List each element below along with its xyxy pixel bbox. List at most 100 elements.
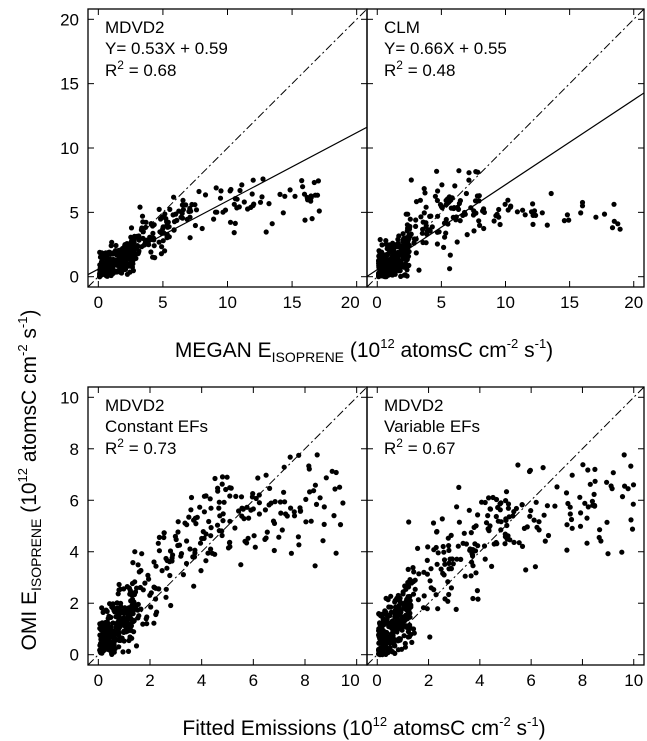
data-point xyxy=(493,513,499,520)
data-point xyxy=(419,230,425,236)
y-tick-label: 8 xyxy=(70,440,79,459)
data-point xyxy=(111,631,117,637)
data-point xyxy=(412,577,418,583)
data-point xyxy=(578,210,584,216)
data-point xyxy=(113,242,119,249)
data-point xyxy=(253,495,259,502)
data-point xyxy=(431,587,437,593)
data-point xyxy=(220,518,226,524)
data-point xyxy=(439,516,445,522)
x-tick-label: 10 xyxy=(341,671,360,690)
data-point xyxy=(608,483,614,489)
data-point xyxy=(163,555,169,562)
data-point xyxy=(153,596,159,602)
data-point xyxy=(97,274,103,280)
data-point xyxy=(439,182,445,188)
data-point xyxy=(249,191,255,197)
data-point xyxy=(110,620,116,626)
data-point xyxy=(134,585,140,591)
data-point xyxy=(413,250,419,256)
data-point xyxy=(513,505,520,512)
data-point xyxy=(481,206,487,212)
data-point xyxy=(442,596,448,602)
data-point xyxy=(497,501,503,507)
data-point xyxy=(401,236,407,242)
data-point xyxy=(296,542,302,548)
data-point xyxy=(118,603,124,610)
data-point xyxy=(468,573,474,579)
data-point xyxy=(169,558,175,564)
data-point xyxy=(592,466,598,472)
data-point xyxy=(281,489,287,495)
data-point xyxy=(470,595,476,602)
data-point xyxy=(109,239,115,245)
data-point xyxy=(168,602,174,609)
data-point xyxy=(108,614,114,621)
data-point xyxy=(271,520,278,527)
data-point xyxy=(102,629,108,635)
data-point xyxy=(434,197,440,204)
data-point xyxy=(256,492,262,498)
data-point xyxy=(452,183,458,189)
data-point xyxy=(515,462,521,468)
data-point xyxy=(175,519,181,525)
data-point xyxy=(423,204,429,210)
data-point xyxy=(214,522,221,528)
data-point xyxy=(136,233,142,239)
data-point xyxy=(256,500,262,506)
data-point xyxy=(389,618,395,624)
data-point xyxy=(164,231,170,237)
data-point xyxy=(135,562,141,568)
data-point xyxy=(140,621,146,627)
x-tick-label: 6 xyxy=(526,671,535,690)
data-point xyxy=(487,506,494,512)
data-point xyxy=(266,502,272,508)
data-point xyxy=(201,509,207,515)
data-point xyxy=(387,266,393,272)
data-point xyxy=(99,250,105,256)
data-point xyxy=(139,225,145,231)
data-point xyxy=(303,519,309,525)
x-tick-label: 4 xyxy=(475,671,484,690)
data-point xyxy=(266,201,272,207)
data-point xyxy=(227,188,233,194)
data-point xyxy=(568,516,575,523)
data-point xyxy=(121,250,127,256)
data-point xyxy=(117,586,123,592)
data-point xyxy=(610,470,616,476)
data-point xyxy=(407,216,413,222)
data-point xyxy=(331,513,337,519)
data-point xyxy=(394,264,400,270)
data-point xyxy=(440,543,446,550)
data-point xyxy=(453,606,459,613)
data-point xyxy=(284,513,290,519)
data-point xyxy=(279,527,285,533)
data-point xyxy=(126,613,132,619)
data-point xyxy=(498,527,504,533)
data-point xyxy=(333,469,339,476)
data-point xyxy=(475,596,481,602)
data-point xyxy=(264,529,270,535)
data-point xyxy=(292,193,298,199)
data-point xyxy=(128,627,134,634)
data-point xyxy=(320,538,326,544)
data-point xyxy=(481,543,488,549)
data-point xyxy=(388,272,394,278)
data-point xyxy=(136,237,142,243)
data-point xyxy=(630,482,637,488)
data-point xyxy=(569,525,575,531)
data-point xyxy=(376,640,382,646)
r-squared-label: R2 = 0.68 xyxy=(105,58,176,80)
data-point xyxy=(412,586,418,592)
data-point xyxy=(443,230,449,236)
data-point xyxy=(590,502,596,508)
data-point xyxy=(232,220,238,226)
data-point xyxy=(140,587,146,593)
data-point xyxy=(383,257,389,263)
data-point xyxy=(303,496,309,502)
data-point xyxy=(151,237,157,243)
data-point xyxy=(421,593,427,599)
